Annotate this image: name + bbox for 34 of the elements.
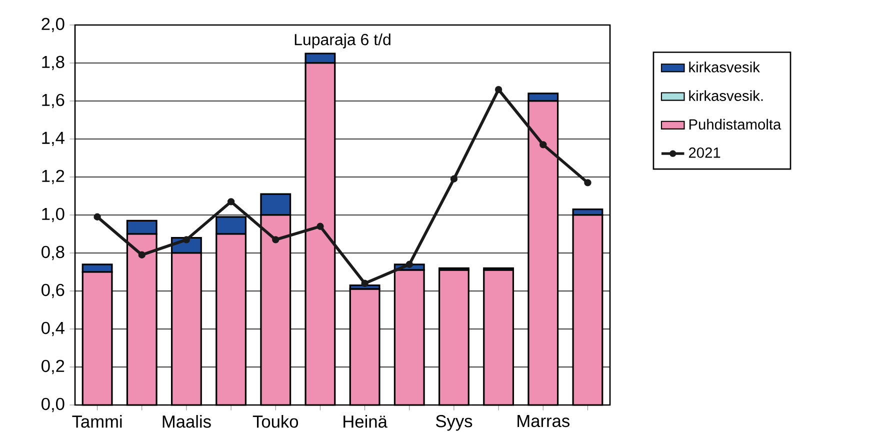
x-tick-label: Tammi bbox=[72, 415, 122, 428]
y-tick-label: 2,0 bbox=[42, 18, 64, 32]
x-tick-label: Syys bbox=[436, 415, 472, 431]
y-tick-label: 0,6 bbox=[42, 284, 64, 298]
y-tick-label: 1,4 bbox=[42, 132, 64, 146]
y-tick-label: 1,6 bbox=[42, 94, 64, 108]
legend-label: 2021 bbox=[688, 147, 720, 158]
y-tick-label: 1,8 bbox=[42, 56, 64, 70]
point bbox=[272, 236, 280, 244]
legend-label: kirkasvesik bbox=[689, 62, 760, 72]
y-tick-label: 1,2 bbox=[42, 170, 64, 184]
y-tick-label: 0,4 bbox=[42, 322, 64, 336]
x-tick-label: Heinä bbox=[344, 415, 388, 428]
point bbox=[138, 251, 146, 258]
point bbox=[406, 260, 413, 268]
point bbox=[182, 236, 190, 244]
y-tick-label: 1,0 bbox=[42, 208, 64, 222]
point bbox=[227, 198, 235, 206]
point bbox=[450, 175, 458, 182]
x-tick-label: Marras bbox=[518, 415, 570, 428]
x-tick-label: Touko bbox=[252, 415, 298, 428]
y-tick-label: 0,8 bbox=[42, 246, 64, 260]
x-tick-label: Maalis bbox=[162, 415, 211, 428]
point bbox=[540, 141, 547, 148]
point bbox=[584, 179, 592, 186]
point bbox=[316, 222, 324, 230]
legend-label: Puhdistamolta bbox=[689, 118, 782, 130]
y-tick-label: 0,2 bbox=[42, 360, 64, 374]
y-tick-label: 0,0 bbox=[42, 398, 64, 412]
annotation: Luparaja 6 t/d bbox=[294, 34, 390, 48]
point bbox=[94, 213, 101, 220]
point bbox=[494, 86, 502, 94]
legend-label: kirkasvesik. bbox=[689, 90, 763, 101]
point bbox=[361, 280, 368, 287]
